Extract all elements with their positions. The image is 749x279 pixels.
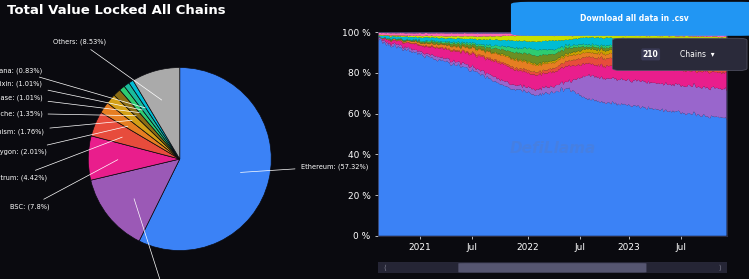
Text: Others: (8.53%): Others: (8.53%) [53,39,162,100]
Wedge shape [91,159,180,241]
Wedge shape [108,95,180,159]
Wedge shape [124,83,180,159]
Text: ⟨: ⟨ [383,265,386,271]
Text: Tron: (13.96%): Tron: (13.96%) [134,199,187,279]
Text: Solana: (0.83%): Solana: (0.83%) [0,67,145,108]
Text: Base: (1.01%): Base: (1.01%) [0,95,139,112]
Wedge shape [129,80,180,159]
FancyBboxPatch shape [458,263,646,273]
Text: Polygon: (2.01%): Polygon: (2.01%) [0,126,128,155]
Text: Ethereum: (57.32%): Ethereum: (57.32%) [240,163,368,172]
Wedge shape [120,86,180,159]
Wedge shape [133,68,180,159]
Text: Optimism: (1.76%): Optimism: (1.76%) [0,120,132,135]
Text: ⟩: ⟩ [718,265,721,271]
FancyBboxPatch shape [511,2,749,36]
Text: 210: 210 [643,50,658,59]
Text: Chains  ▾: Chains ▾ [680,50,715,59]
Text: Total Value Locked All Chains: Total Value Locked All Chains [7,4,226,17]
Wedge shape [114,90,180,159]
FancyBboxPatch shape [613,38,747,71]
Text: Download all data in .csv: Download all data in .csv [580,14,689,23]
Wedge shape [88,136,180,180]
Text: DefiLlama: DefiLlama [509,141,595,156]
Wedge shape [91,112,180,159]
Wedge shape [101,103,180,159]
Text: Avalanche: (1.35%): Avalanche: (1.35%) [0,110,136,117]
Text: Arbitrum: (4.42%): Arbitrum: (4.42%) [0,137,122,181]
Text: BSC: (7.8%): BSC: (7.8%) [10,160,118,210]
FancyBboxPatch shape [361,262,744,274]
Wedge shape [139,68,271,251]
Text: Mixin: (1.01%): Mixin: (1.01%) [0,81,142,110]
